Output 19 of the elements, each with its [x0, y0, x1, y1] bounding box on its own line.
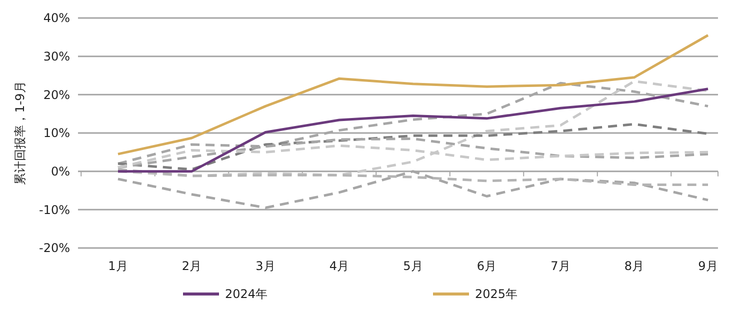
x-tick-label: 1月 [108, 259, 128, 273]
y-tick-label: -20% [38, 241, 70, 256]
x-tick-label: 4月 [329, 259, 350, 273]
x-tick-label: 9月 [698, 259, 718, 273]
y-tick-label: -10% [38, 202, 70, 217]
y-tick-label: 30% [43, 50, 70, 64]
y-tick-label: 40% [43, 11, 70, 26]
y-axis-title: 累计回报率，1-9月 [13, 81, 27, 185]
x-tick-label: 8月 [624, 259, 644, 273]
x-tick-label: 7月 [550, 259, 570, 273]
legend-label: 2024年 [225, 287, 268, 302]
x-tick-label: 6月 [476, 259, 497, 273]
x-tick-label: 5月 [403, 259, 423, 273]
x-tick-label: 3月 [256, 259, 276, 273]
y-tick-label: 20% [43, 88, 70, 102]
y-tick-label: 0% [50, 164, 70, 179]
legend-label: 2025年 [475, 287, 518, 302]
y-tick-label: 10% [43, 126, 70, 140]
x-tick-label: 2月 [182, 259, 202, 273]
